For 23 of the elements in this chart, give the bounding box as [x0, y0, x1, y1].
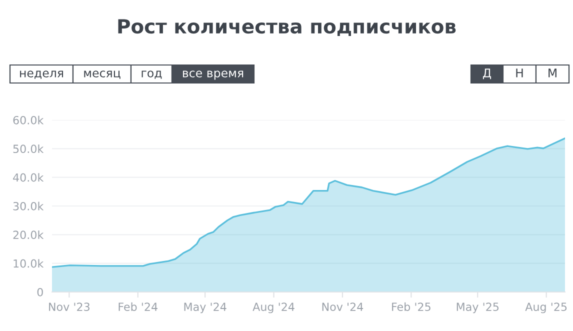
text: все время	[182, 70, 244, 80]
y-tick-label: 0	[37, 288, 43, 296]
text: месяц	[84, 70, 120, 79]
y-tick-label: 50.0k	[13, 144, 44, 154]
x-tick-label: Feb '25	[392, 302, 430, 312]
y-tick-label: 20.0k	[13, 230, 44, 240]
x-tick-label: May '24	[184, 302, 226, 314]
y-tick-label: 60.0k	[13, 116, 44, 124]
text: Д	[482, 68, 492, 80]
y-tick-label: 30.0k	[13, 202, 44, 210]
x-tick-label: Aug '24	[252, 302, 294, 314]
text: Н	[516, 68, 523, 78]
x-tick-label: Nov '24	[322, 302, 364, 312]
y-tick-label: 10.0k	[14, 259, 44, 268]
x-tick-label: Feb '24	[118, 302, 158, 312]
y-tick-label: 40.0k	[13, 173, 44, 182]
text: М	[548, 68, 556, 78]
x-tick-label: Aug '25	[525, 302, 567, 314]
x-tick-label: Nov '23	[49, 302, 90, 312]
text: год	[142, 70, 162, 79]
x-tick-label: May '25	[456, 302, 499, 314]
chart-title: Рост количества подписчиков	[118, 19, 456, 36]
text: неделя	[20, 70, 64, 79]
